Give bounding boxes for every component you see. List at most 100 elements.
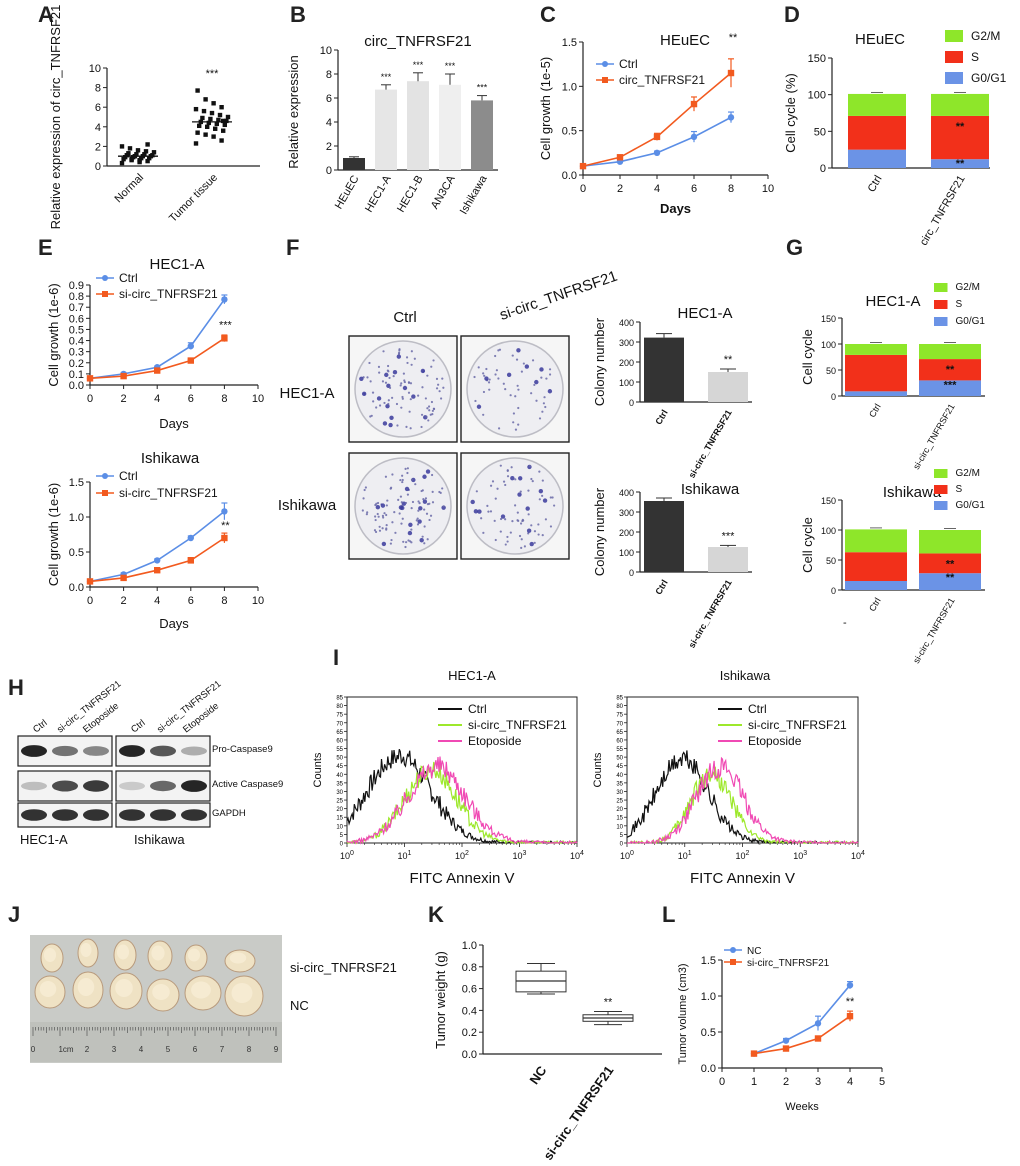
colony-dot — [476, 404, 482, 409]
colony-dot — [517, 476, 523, 481]
scatter-point — [201, 108, 207, 114]
colony-dot — [390, 538, 393, 542]
x-tick-label: 104 — [851, 850, 865, 861]
colony-dot — [391, 396, 394, 399]
colony-dot — [398, 348, 401, 351]
chart-f-ishikawa-bar: 0 100 200 300 400 Colony number Ishikawa Ctrl si… — [592, 481, 752, 650]
x-tick-label: 1 — [751, 1076, 757, 1088]
ruler-label: 8 — [247, 1045, 252, 1054]
scatter-point — [135, 148, 141, 153]
x-tick-base: 10 — [678, 851, 688, 861]
colony-dot — [426, 538, 429, 541]
stack-segment-S — [848, 115, 906, 150]
colony-dot — [427, 419, 430, 422]
colony-dot — [517, 519, 520, 522]
colony-dot — [495, 369, 498, 372]
y-tick-label: 0 — [340, 842, 344, 848]
y-tick-label: 80 — [616, 704, 623, 710]
legend-label: circ_TNFRSF21 — [619, 73, 705, 87]
colony-dot — [491, 480, 495, 483]
blot-band — [119, 745, 145, 757]
x-tick-exponent: 1 — [688, 850, 692, 857]
scatter-point — [203, 97, 208, 102]
x-category-label: AN3CA — [429, 173, 458, 211]
x-tick-label: 6 — [691, 183, 697, 195]
colony-dot — [404, 486, 410, 492]
colony-dot — [399, 478, 402, 482]
legend-swatch — [934, 501, 948, 510]
band-label-pro-caspase9: Pro-Caspase9 — [212, 744, 273, 755]
x-tick-label: 4 — [847, 1076, 853, 1088]
y-tick-label: 150 — [808, 53, 826, 65]
scatter-point — [222, 122, 227, 128]
colony-dot — [438, 490, 441, 494]
x-tick-label: 8 — [221, 595, 227, 607]
legend-label: Ctrl — [468, 702, 487, 716]
colony-dot — [391, 473, 394, 476]
legend-marker — [102, 490, 108, 496]
colony-dot — [376, 512, 379, 516]
y-tick-label: 0.0 — [562, 170, 577, 182]
bar-HEC1-A — [375, 89, 397, 170]
colony-dot — [399, 495, 403, 498]
colony-dot — [416, 517, 419, 520]
stack-segment-S — [845, 552, 907, 581]
bar-si-circ_TNFRSF21 — [708, 372, 748, 402]
colony-dot — [514, 395, 517, 398]
x-tick-label: 103 — [513, 850, 527, 861]
colony-dot — [408, 410, 411, 413]
colony-dot — [401, 395, 404, 399]
stack-segment-G0/G1 — [919, 573, 981, 590]
colony-dot — [410, 507, 413, 510]
significance-label: *** — [381, 72, 392, 82]
colony-dot — [499, 530, 502, 533]
stack-segment-G0/G1 — [848, 149, 906, 168]
scatter-point — [203, 132, 208, 137]
colony-dot — [422, 499, 428, 504]
colony-dot — [516, 384, 519, 387]
blot-band — [52, 745, 78, 757]
bar-Ishikawa — [471, 100, 493, 170]
chart-l-line: 0.0 0.5 1.0 1.5 0 1 2 3 4 5 Weeks Tumor volume (cm3… — [677, 946, 885, 1113]
colony-dot — [418, 502, 421, 505]
colony-dot — [387, 402, 390, 406]
y-axis-label: Cell cycle (%) — [783, 73, 798, 152]
legend-swatch — [934, 317, 948, 326]
y-tick-label: 20 — [616, 807, 623, 813]
legend-label: Etoposide — [468, 734, 522, 748]
panel-letter-k: K — [428, 902, 444, 927]
y-axis-label: Tumor weight (g) — [433, 951, 448, 1049]
chart-title: Ishikawa — [720, 668, 771, 683]
colony-dot — [482, 390, 486, 394]
colony-dot — [404, 501, 408, 505]
data-point — [814, 1035, 822, 1042]
colony-dot — [540, 376, 543, 379]
x-tick-exponent: 3 — [803, 850, 807, 857]
colony-dot — [533, 541, 536, 544]
y-tick-label: 55 — [616, 747, 623, 753]
colony-dot — [502, 480, 506, 483]
x-tick-label: 4 — [154, 595, 160, 607]
colony-dot — [401, 480, 404, 484]
ruler-label: 4 — [139, 1045, 144, 1054]
bar-HEC1-B — [407, 81, 429, 170]
blot-band — [150, 809, 176, 821]
colony-dot — [488, 378, 491, 381]
colony-dot — [549, 496, 552, 499]
colony-dot — [438, 390, 441, 393]
x-category-label: Ctrl — [653, 408, 669, 426]
colony-dot — [538, 417, 542, 420]
colony-dot — [411, 500, 415, 504]
y-tick-label: 70 — [336, 721, 343, 727]
chart-title: HEC1-A — [865, 293, 920, 310]
scatter-point — [224, 118, 229, 124]
colony-dot — [542, 498, 548, 503]
colony-dot — [517, 423, 520, 426]
colony-dot — [547, 389, 553, 394]
colony-dot — [400, 522, 403, 525]
data-point — [120, 372, 127, 380]
x-tick-label: 0 — [87, 393, 93, 405]
chart-title: HEC1-A — [149, 256, 204, 273]
colony-dot — [389, 415, 394, 420]
colony-dot — [420, 413, 424, 416]
